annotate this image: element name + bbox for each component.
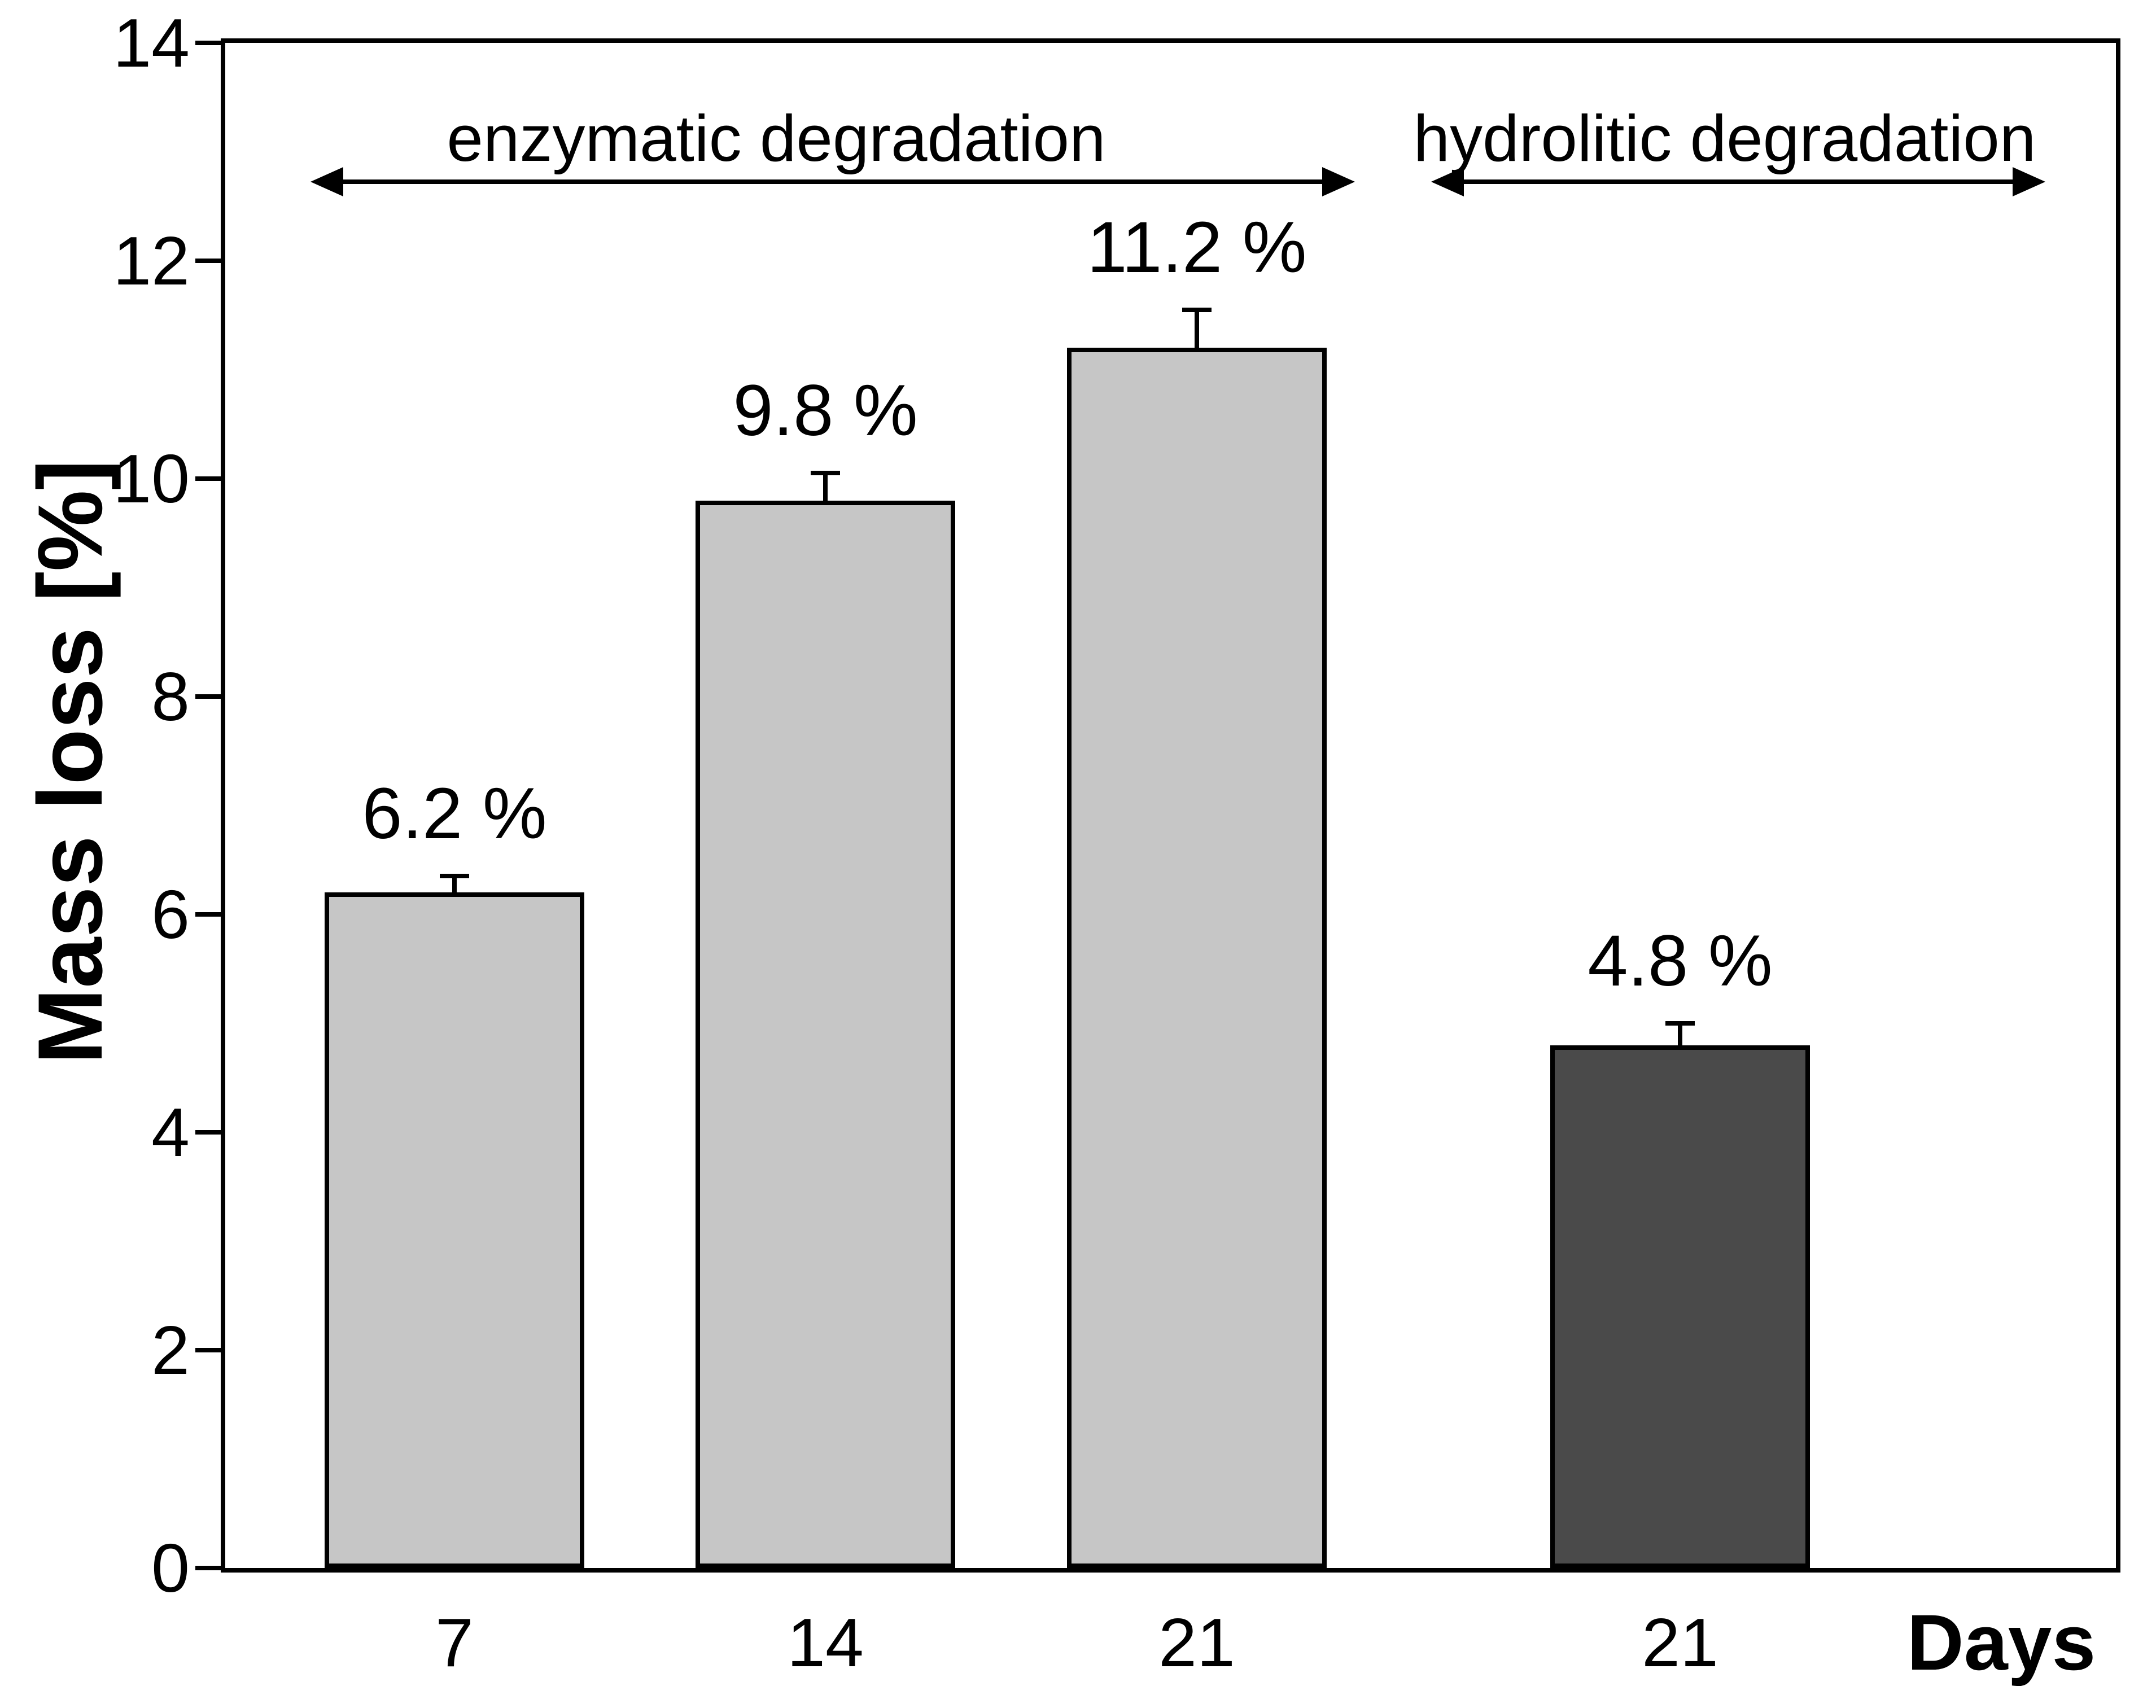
y-tick-mark xyxy=(195,1566,221,1570)
error-bar-cap xyxy=(440,874,469,878)
bar-14-days xyxy=(696,501,955,1568)
y-axis-title-text: Mass loss [%] xyxy=(19,459,121,1065)
error-bar-line xyxy=(823,474,828,501)
annotation-hydrolitic-label: hydrolitic degradation xyxy=(1413,102,2036,175)
hydrolitic-arrow-line xyxy=(1458,179,2017,184)
y-tick-mark xyxy=(195,41,221,45)
x-tick-label: 14 xyxy=(787,1604,864,1681)
annotation-enzymatic-label: enzymatic degradation xyxy=(447,102,1106,175)
bar-value-label: 11.2 % xyxy=(1087,207,1307,288)
plot-frame xyxy=(221,38,2120,1573)
error-bar-line xyxy=(1678,1023,1682,1045)
x-axis-title: Days xyxy=(1883,1597,2120,1688)
error-bar-line xyxy=(1195,309,1199,348)
enzymatic-arrow-line xyxy=(336,179,1324,184)
y-tick-mark xyxy=(195,1130,221,1135)
x-axis-title-text: Days xyxy=(1906,1598,2096,1687)
y-tick-label: 8 xyxy=(151,658,190,735)
bar-value-label: 6.2 % xyxy=(362,773,547,854)
hydrolitic-arrowhead-right-icon xyxy=(2013,167,2045,196)
y-tick-label: 12 xyxy=(113,222,190,299)
x-tick-label: 21 xyxy=(1158,1604,1235,1681)
error-bar-line xyxy=(452,876,457,892)
y-tick-label: 0 xyxy=(151,1530,190,1606)
y-tick-mark xyxy=(195,259,221,263)
x-tick-label: 7 xyxy=(435,1604,474,1681)
y-tick-label: 6 xyxy=(151,876,190,953)
y-tick-mark xyxy=(195,912,221,917)
plot-area: 6.2 % 9.8 % 11.2 % 4.8 % xyxy=(225,43,2116,1568)
x-tick-label: 21 xyxy=(1642,1604,1718,1681)
error-bar-cap xyxy=(811,471,840,475)
y-tick-mark xyxy=(195,476,221,481)
bar-7-days xyxy=(325,892,584,1568)
enzymatic-arrowhead-left-icon xyxy=(311,167,343,196)
enzymatic-arrowhead-right-icon xyxy=(1322,167,1355,196)
bar-21-days xyxy=(1550,1045,1810,1568)
y-tick-label: 10 xyxy=(113,440,190,517)
y-tick-label: 2 xyxy=(151,1312,190,1389)
y-tick-label: 4 xyxy=(151,1094,190,1171)
y-tick-mark xyxy=(195,694,221,699)
y-tick-mark xyxy=(195,1348,221,1352)
y-tick-label: 14 xyxy=(113,5,190,81)
bar-value-label: 9.8 % xyxy=(733,370,918,451)
hydrolitic-arrowhead-left-icon xyxy=(1431,167,1464,196)
error-bar-cap xyxy=(1182,308,1212,312)
bar-21-days xyxy=(1067,348,1327,1568)
bar-value-label: 4.8 % xyxy=(1588,921,1773,1001)
error-bar-cap xyxy=(1665,1021,1695,1026)
